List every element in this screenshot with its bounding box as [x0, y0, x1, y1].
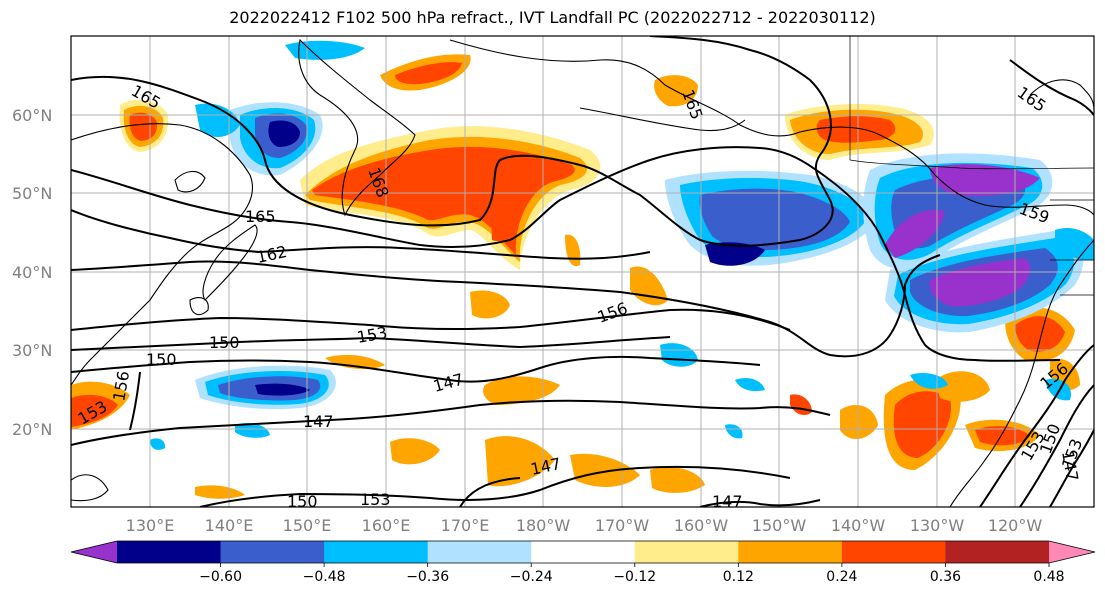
lon-label: 170°W — [595, 516, 650, 535]
contour-line — [71, 399, 831, 446]
political-borders — [849, 36, 1094, 296]
lon-label: 170°E — [441, 516, 490, 535]
contour-label: 153 — [360, 490, 391, 509]
colorbar-outline — [70, 540, 1096, 564]
colorbar-tick-label: −0.24 — [510, 569, 553, 585]
lon-label: 160°E — [362, 516, 411, 535]
contour-line — [71, 209, 651, 260]
contour-label: 147 — [303, 412, 334, 431]
map-frame — [70, 35, 1095, 508]
gridlines — [71, 36, 1094, 507]
colorbar-segment — [427, 541, 532, 563]
height-contours — [71, 36, 1094, 507]
latitude-labels: 60°N 50°N 40°N 30°N 20°N — [12, 106, 52, 439]
lon-label: 140°E — [205, 516, 254, 535]
colorbar-segment — [117, 541, 222, 563]
contour-line — [699, 499, 821, 507]
colorbar-segment — [531, 541, 636, 563]
contour-label: 165 — [245, 207, 276, 226]
lon-label: 120°W — [988, 516, 1043, 535]
colorbar-segment — [738, 541, 843, 563]
contour-line — [71, 355, 761, 383]
lon-label: 130°W — [910, 516, 965, 535]
colorbar-segment — [220, 541, 325, 563]
colorbar-segment — [324, 541, 429, 563]
colorbar-tick-label: −0.36 — [406, 569, 449, 585]
lat-label-40n: 40°N — [12, 263, 52, 282]
colorbar-tick-label: 0.36 — [930, 569, 961, 585]
map-panel: 165 165 165 162 168 165 159 156 153 150 … — [71, 36, 1094, 511]
colorbar-segment — [634, 541, 739, 563]
contour-line — [459, 477, 521, 507]
contour-label: 150 — [287, 492, 318, 511]
contour-line — [71, 146, 1061, 362]
lon-label: 180°W — [516, 516, 571, 535]
alaska-coastline — [449, 39, 1094, 216]
colorbar-tick-label: 0.24 — [826, 569, 857, 585]
contour-line — [1009, 59, 1094, 116]
colorbar-extend-min — [71, 541, 117, 563]
colorbar-tick-label: −0.60 — [199, 569, 242, 585]
colorbar-tick-label: 0.12 — [723, 569, 754, 585]
lon-label: 150°E — [283, 516, 332, 535]
colorbar-segment — [841, 541, 946, 563]
lat-label-60n: 60°N — [12, 106, 52, 125]
lon-label: 160°W — [674, 516, 729, 535]
lat-label-50n: 50°N — [12, 184, 52, 203]
contour-label: 150 — [146, 350, 177, 369]
contour-line — [71, 308, 791, 331]
colorbar: −0.60 −0.48 −0.36 −0.24 −0.12 0.12 0.24 0.36 0.4… — [70, 540, 1096, 585]
contour-label: 150 — [209, 333, 240, 352]
contour-line — [1049, 429, 1094, 507]
colorbar-tick-label: 0.48 — [1033, 569, 1064, 585]
colorbar-tick-label: −0.48 — [303, 569, 346, 585]
lat-label-20n: 20°N — [12, 420, 52, 439]
colorbar-tick-label: −0.12 — [613, 569, 656, 585]
contour-line — [1019, 384, 1094, 507]
kamchatka-coastline — [298, 38, 416, 217]
na-westcoast — [949, 239, 1094, 507]
lon-label: 140°W — [831, 516, 886, 535]
contour-line — [71, 36, 834, 247]
longitude-labels: 130°E 140°E 150°E 160°E 170°E 180°W 170°… — [126, 516, 1043, 535]
colorbar-segment — [945, 541, 1050, 563]
contour-line — [979, 344, 1094, 507]
contour-label: 147 — [712, 492, 743, 511]
contour-line — [71, 336, 671, 351]
map-title: 2022022412 F102 500 hPa refract., IVT La… — [229, 8, 876, 27]
lon-label: 130°E — [126, 516, 175, 535]
lon-label: 150°W — [752, 516, 807, 535]
contour-line — [129, 371, 141, 431]
lat-label-30n: 30°N — [12, 341, 52, 360]
colorbar-extend-max — [1049, 541, 1095, 563]
contour-line — [199, 465, 791, 507]
contour-line — [71, 254, 941, 358]
